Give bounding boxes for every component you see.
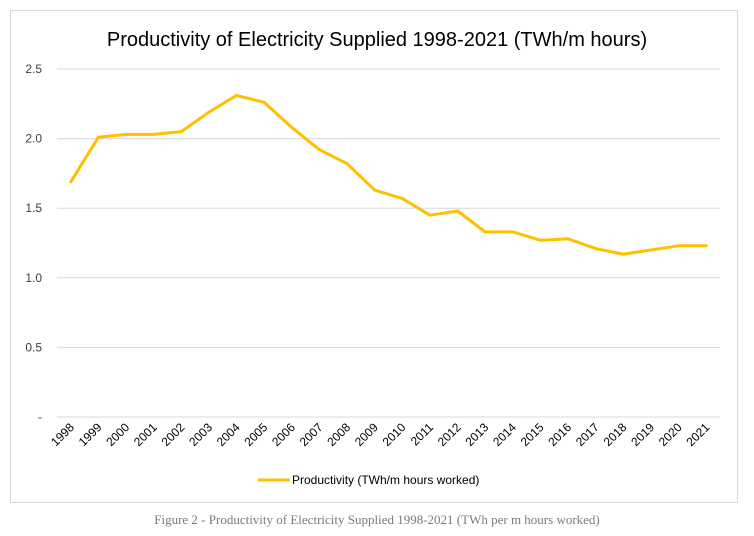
data-point: [566, 237, 570, 241]
data-point: [677, 244, 681, 248]
legend-label: Productivity (TWh/m hours worked): [292, 473, 479, 487]
data-point: [152, 132, 156, 136]
x-tick-label: 2008: [324, 420, 353, 449]
data-point: [290, 125, 294, 129]
x-tick-label: 2021: [684, 420, 713, 449]
data-point: [124, 132, 128, 136]
x-tick-label: 2006: [269, 420, 298, 449]
series-group: [69, 93, 708, 256]
x-tick-label: 2000: [103, 420, 132, 449]
data-point: [373, 188, 377, 192]
x-tick-label: 2013: [463, 420, 492, 449]
x-tick-label: 2010: [380, 420, 409, 449]
data-point: [235, 93, 239, 97]
data-point: [207, 110, 211, 114]
gridlines: [57, 68, 720, 418]
data-point: [538, 238, 542, 242]
data-point: [649, 248, 653, 252]
chart-area: [10, 10, 738, 503]
x-tick-label: 2007: [297, 420, 326, 449]
data-point: [317, 148, 321, 152]
data-point: [704, 244, 708, 248]
x-tick-label: 2004: [214, 420, 243, 449]
x-axis-ticks: 1998199920002001200220032004200520062007…: [48, 420, 712, 449]
data-point: [96, 135, 100, 139]
y-tick-label: 2.0: [25, 132, 42, 146]
y-tick-label: -: [38, 410, 42, 424]
x-tick-label: 2015: [518, 420, 547, 449]
x-tick-label: 1998: [48, 420, 77, 449]
chart-title: Productivity of Electricity Supplied 199…: [107, 29, 647, 51]
x-tick-label: 2003: [186, 420, 215, 449]
y-axis-ticks: - 0.5 1.0 1.5 2.0 2.5: [25, 62, 42, 424]
x-tick-label: 2020: [656, 420, 685, 449]
x-tick-label: 2001: [131, 420, 160, 449]
data-point: [621, 252, 625, 256]
x-tick-label: 2017: [573, 420, 602, 449]
x-tick-label: 2018: [601, 420, 630, 449]
x-tick-label: 1999: [76, 420, 105, 449]
y-tick-label: 2.5: [25, 62, 42, 76]
data-point: [456, 209, 460, 213]
x-tick-label: 2005: [242, 420, 271, 449]
y-tick-label: 1.0: [25, 271, 42, 285]
data-point: [400, 196, 404, 200]
line-chart: Productivity of Electricity Supplied 199…: [25, 29, 720, 487]
x-tick-label: 2011: [408, 420, 436, 448]
series-line: [69, 93, 707, 256]
data-point: [594, 247, 598, 251]
x-tick-label: 2019: [628, 420, 657, 449]
data-point: [179, 130, 183, 134]
x-tick-label: 2009: [352, 420, 381, 449]
data-point: [428, 213, 432, 217]
x-tick-label: 2012: [435, 420, 464, 449]
x-tick-label: 2016: [545, 420, 574, 449]
data-point: [262, 100, 266, 104]
data-point: [483, 230, 487, 234]
data-point: [69, 180, 73, 184]
data-point: [345, 162, 349, 166]
data-point: [511, 230, 515, 234]
legend: Productivity (TWh/m hours worked): [258, 473, 479, 487]
x-tick-label: 2002: [159, 420, 188, 449]
y-tick-label: 1.5: [25, 201, 42, 215]
y-tick-label: 0.5: [25, 340, 42, 354]
figure-caption: Figure 2 - Productivity of Electricity S…: [154, 512, 600, 527]
x-tick-label: 2014: [490, 420, 519, 449]
